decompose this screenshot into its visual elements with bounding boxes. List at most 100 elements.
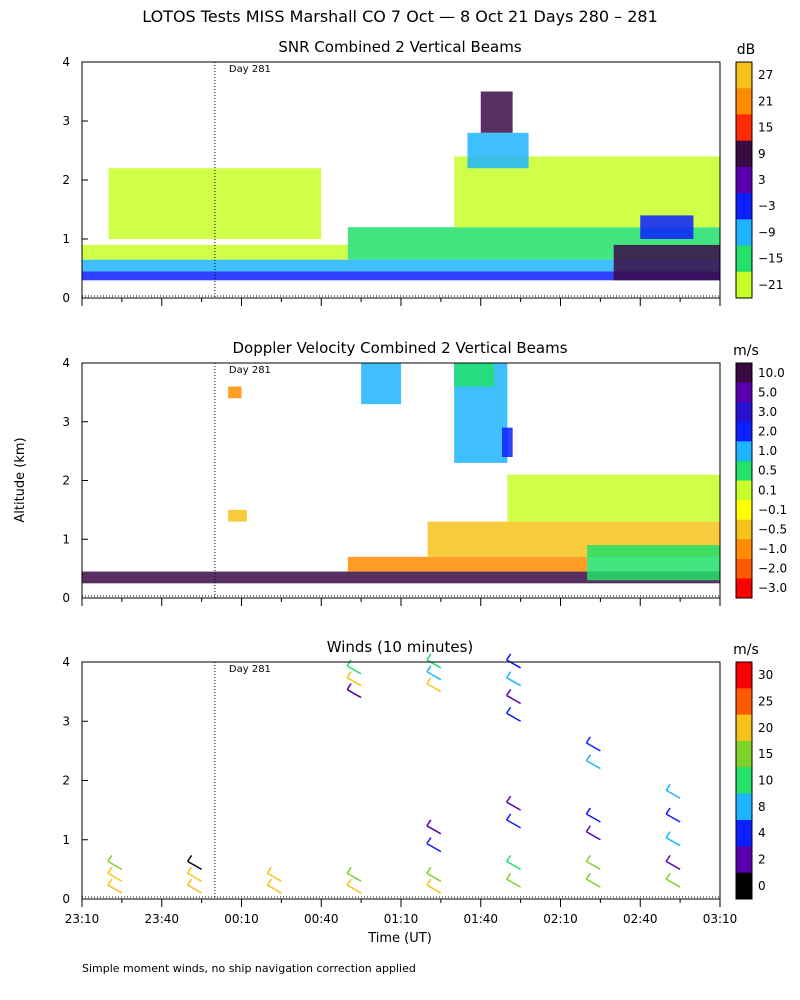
wind-barb-flag: [506, 813, 512, 821]
wind-barb-staff: [107, 860, 123, 871]
doppler-colorbar-label: 0.1: [758, 483, 777, 497]
winds-xtick-label: 01:40: [463, 912, 498, 926]
winds-ytick-label: 3: [62, 714, 70, 728]
doppler-panel: Doppler Velocity Combined 2 Vertical Bea…: [62, 339, 787, 606]
doppler-region-8: [361, 363, 401, 405]
winds-ytick-label: 2: [62, 774, 70, 788]
doppler-colorbar-swatch: [736, 421, 752, 442]
winds-colorbar-label: 0: [758, 879, 766, 893]
wind-barb-staff: [346, 688, 362, 699]
wind-barb-staff: [346, 884, 362, 894]
doppler-region-5: [454, 363, 495, 387]
winds-colorbar-label: 20: [758, 721, 773, 735]
wind-barb-flag: [266, 878, 272, 886]
snr-colorbar-swatch: [736, 88, 752, 115]
wind-barb: [107, 878, 123, 894]
footnote: Simple moment winds, no ship navigation …: [82, 962, 416, 975]
snr-colorbar-swatch: [736, 193, 752, 220]
doppler-colorbar-swatch: [736, 441, 752, 462]
wind-barb: [346, 866, 362, 882]
doppler-region-1: [347, 556, 588, 572]
wind-barb: [426, 665, 442, 681]
doppler-colorbar-swatch: [736, 578, 752, 599]
wind-barb: [266, 878, 282, 894]
wind-barb-flag: [426, 677, 432, 685]
snr-region-9: [640, 215, 694, 239]
wind-barb-flag: [426, 878, 432, 886]
doppler-region-9: [228, 386, 242, 399]
doppler-colorbar-swatch: [736, 460, 752, 481]
doppler-colorbar-label: −1.0: [758, 542, 787, 556]
snr-ytick-label: 0: [62, 291, 70, 305]
winds-colorbar-swatch: [736, 793, 752, 821]
wind-barb: [585, 807, 601, 823]
doppler-ytick-label: 0: [62, 591, 70, 605]
winds-xtick-label: 00:40: [304, 912, 339, 926]
wind-barb-flag: [665, 831, 671, 839]
winds-colorbar-label: 10: [758, 774, 773, 788]
wind-barb: [506, 706, 521, 722]
wind-barb-flag: [346, 683, 352, 690]
wind-barb-staff: [506, 860, 521, 871]
wind-barb-flag: [665, 872, 671, 880]
wind-barb: [506, 854, 521, 871]
wind-barb: [266, 866, 282, 882]
y-axis-label: Altitude (km): [13, 437, 28, 522]
wind-barb-flag: [665, 807, 671, 815]
doppler-colorbar-label: 3.0: [758, 405, 777, 419]
wind-barb: [585, 872, 601, 888]
snr-region-7: [467, 132, 529, 169]
snr-ytick-label: 1: [62, 232, 70, 246]
wind-barb-flag: [585, 736, 591, 744]
wind-barb-staff: [426, 659, 442, 669]
winds-colorbar-label: 25: [758, 695, 773, 709]
wind-barb: [585, 736, 601, 752]
winds-colorbar-swatch: [736, 872, 752, 900]
wind-barb-flag: [346, 878, 352, 886]
doppler-colorbar-label: 0.5: [758, 464, 777, 478]
wind-barb-flag: [585, 754, 591, 762]
winds-title: Winds (10 minutes): [327, 638, 474, 656]
winds-colorbar-swatch: [736, 767, 752, 795]
snr-ytick-label: 2: [62, 173, 70, 187]
doppler-colorbar-swatch: [736, 363, 752, 384]
wind-barb-flag: [665, 783, 671, 791]
winds-colorbar-swatch: [736, 741, 752, 768]
snr-region-1: [82, 271, 720, 281]
snr-colorbar-label: 3: [758, 173, 766, 187]
doppler-colorbar-label: 2.0: [758, 425, 777, 439]
snr-region-2: [82, 244, 348, 260]
snr-region-0: [82, 259, 720, 272]
winds-colorbar-frame: [735, 661, 753, 900]
wind-barb-flag: [426, 819, 432, 827]
doppler-colorbar: m/s 10.0 5.0 3.0 2.0 1.0 0.5 0.1 −0.1 −0.5 −1.0 −2.…: [733, 343, 787, 599]
wind-barb-staff: [665, 789, 681, 799]
snr-colorbar-label: 21: [758, 94, 773, 108]
winds-colorbar-units: m/s: [733, 642, 759, 658]
wind-barb-staff: [586, 860, 601, 871]
winds-colorbar-swatch: [736, 820, 752, 847]
wind-barb-staff: [586, 813, 601, 823]
wind-barb-flag: [107, 854, 113, 862]
snr-region-6: [480, 91, 513, 133]
wind-barb-flag: [187, 878, 193, 886]
wind-barb-flag: [506, 872, 512, 880]
winds-xtick-label: 23:10: [65, 912, 100, 926]
winds-xtick-label: 23:40: [144, 912, 179, 926]
snr-ytick-label: 4: [62, 55, 70, 69]
wind-barb-flag: [426, 866, 432, 874]
doppler-ytick-label: 4: [62, 356, 70, 370]
wind-barb-flag: [506, 706, 512, 714]
doppler-ytick-label: 2: [62, 474, 70, 488]
doppler-title: Doppler Velocity Combined 2 Vertical Bea…: [232, 339, 567, 357]
winds-colorbar-swatch: [736, 662, 752, 689]
doppler-day-label: Day 281: [229, 365, 271, 376]
snr-panel: SNR Combined 2 Vertical Beams Day 281 0 1 2 3…: [62, 38, 783, 306]
doppler-colorbar-label: 5.0: [758, 385, 777, 399]
wind-barb-staff: [187, 884, 202, 894]
doppler-colorbar-label: −3.0: [758, 581, 787, 595]
doppler-colorbar-label: −0.5: [758, 522, 787, 536]
wind-barb: [506, 671, 521, 687]
